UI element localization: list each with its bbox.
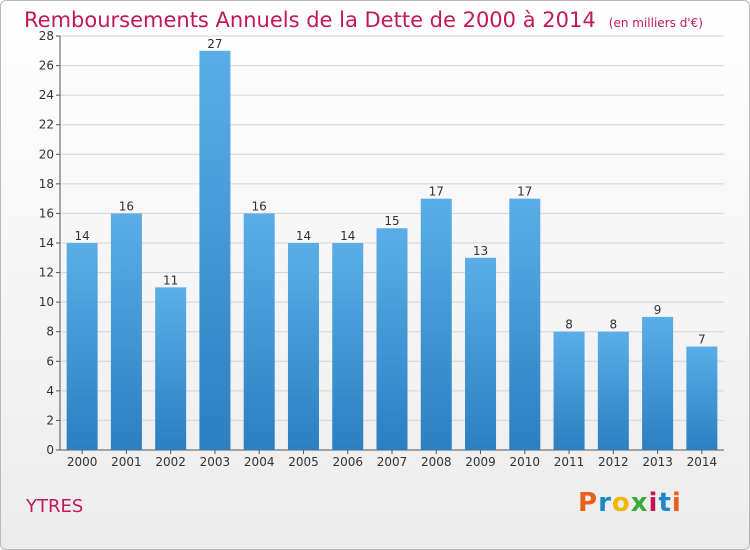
data-label-2004: 16	[252, 199, 267, 213]
x-tick-label-2006: 2006	[332, 455, 363, 469]
bar-2011	[553, 331, 585, 450]
y-tick-label: 22	[39, 118, 54, 132]
y-tick-label: 6	[46, 354, 54, 368]
y-tick-label: 12	[39, 266, 54, 280]
bar-2003	[199, 50, 231, 451]
data-label-2005: 14	[296, 229, 311, 243]
y-tick-label: 10	[39, 295, 54, 309]
y-tick-label: 26	[39, 59, 54, 73]
bar-2001	[110, 213, 142, 450]
bar-2012	[597, 331, 629, 450]
x-tick-label-2001: 2001	[111, 455, 142, 469]
y-tick-label: 20	[39, 147, 54, 161]
data-label-2012: 8	[610, 318, 618, 332]
data-label-2014: 7	[698, 333, 706, 347]
x-tick-label-2009: 2009	[465, 455, 496, 469]
city-name: YTRES	[26, 496, 84, 517]
bar-2013	[642, 316, 674, 450]
bars	[66, 50, 718, 451]
bar-2009	[465, 257, 497, 450]
data-label-2002: 11	[163, 273, 178, 287]
x-tick-label-2011: 2011	[554, 455, 585, 469]
y-tick-label: 2	[46, 413, 54, 427]
x-tick-label-2013: 2013	[642, 455, 673, 469]
y-tick-label: 28	[39, 29, 54, 43]
x-tick-label-2002: 2002	[155, 455, 186, 469]
y-tick-label: 4	[46, 384, 54, 398]
data-label-2010: 17	[517, 185, 532, 199]
y-tick-label: 18	[39, 177, 54, 191]
y-tick-label: 24	[39, 88, 54, 102]
bar-2004	[243, 213, 275, 450]
data-label-2013: 9	[654, 303, 662, 317]
bar-2010	[509, 198, 541, 450]
chart-title: Remboursements Annuels de la Dette de 20…	[24, 8, 596, 32]
y-tick-label: 8	[46, 325, 54, 339]
data-label-2000: 14	[74, 229, 89, 243]
chart-header: Remboursements Annuels de la Dette de 20…	[24, 8, 703, 32]
x-tick-label-2010: 2010	[510, 455, 541, 469]
x-tick-label-2007: 2007	[377, 455, 408, 469]
bar-2000	[66, 243, 98, 450]
bar-2014	[686, 346, 718, 450]
data-label-2009: 13	[473, 244, 488, 258]
chart-subtitle: (en milliers d'€)	[608, 16, 703, 30]
bar-2005	[287, 243, 319, 450]
y-tick-label: 0	[46, 443, 54, 457]
bar-2006	[332, 243, 364, 450]
x-tick-label-2000: 2000	[67, 455, 98, 469]
bar-2007	[376, 228, 408, 450]
data-label-2008: 17	[429, 185, 444, 199]
x-tick-label-2003: 2003	[200, 455, 231, 469]
x-tick-label-2004: 2004	[244, 455, 275, 469]
bar-2002	[155, 287, 187, 450]
data-label-2001: 16	[119, 199, 134, 213]
x-tick-label-2014: 2014	[687, 455, 718, 469]
data-label-2006: 14	[340, 229, 355, 243]
x-tick-label-2008: 2008	[421, 455, 452, 469]
proxiti-logo: Proxiti	[578, 488, 682, 518]
bar-2008	[420, 198, 452, 450]
data-label-2011: 8	[565, 318, 573, 332]
x-tick-label-2012: 2012	[598, 455, 629, 469]
data-labels: 14 16 11 27 16 14 14 15 17 13 17 8 8 9 7	[74, 37, 705, 347]
data-label-2003: 27	[207, 37, 222, 51]
y-tick-label: 14	[39, 236, 54, 250]
x-tick-label-2005: 2005	[288, 455, 319, 469]
y-tick-label: 16	[39, 206, 54, 220]
data-label-2007: 15	[384, 214, 399, 228]
